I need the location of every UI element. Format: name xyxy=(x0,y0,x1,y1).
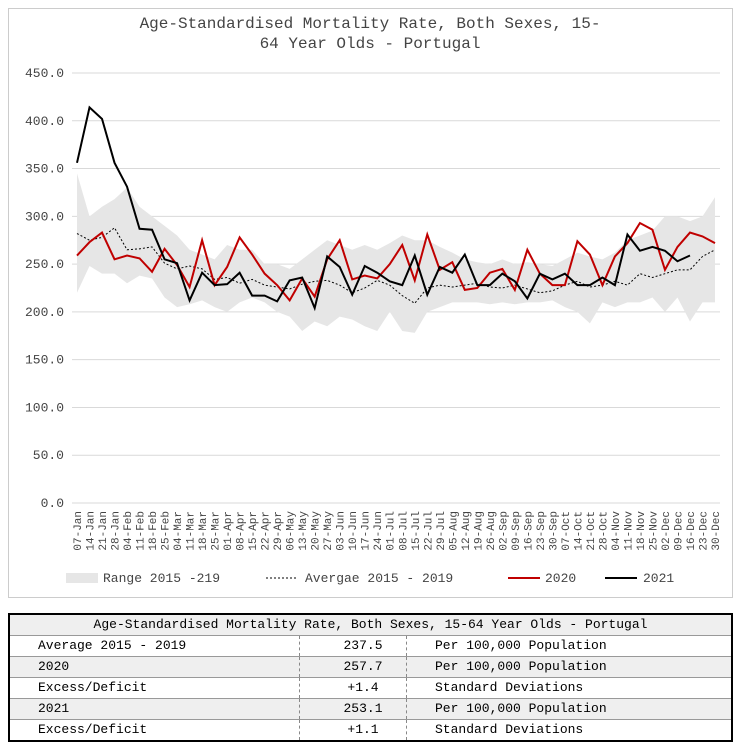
chart: Age-Standardised Mortality Rate, Both Se… xyxy=(8,8,733,598)
x-tick-label: 07-Oct xyxy=(561,511,573,551)
x-tick-label: 25-Feb xyxy=(161,511,173,551)
table-cell: 237.5 xyxy=(300,636,407,656)
y-tick-label: 100.0 xyxy=(25,400,64,415)
x-tick-label: 07-Jan xyxy=(73,511,85,551)
x-tick-label: 28-Oct xyxy=(598,511,610,551)
legend-label: 2020 xyxy=(545,571,576,586)
x-tick-label: 08-Apr xyxy=(236,511,248,551)
x-tick-label: 09-Dec xyxy=(673,511,685,551)
chart-title: 64 Year Olds - Portugal xyxy=(260,35,481,53)
legend-label: 2021 xyxy=(643,571,674,586)
table-cell: Standard Deviations xyxy=(435,722,584,737)
table-cell: 2020 xyxy=(10,657,300,677)
legend-swatch xyxy=(66,573,98,583)
x-tick-label: 03-Jun xyxy=(336,511,348,551)
x-tick-label: 01-Apr xyxy=(223,511,235,551)
x-tick-label: 16-Sep xyxy=(523,511,535,551)
y-tick-label: 250.0 xyxy=(25,257,64,272)
table-row: 2021 253.1 Per 100,000 Population xyxy=(10,698,731,719)
x-tick-label: 23-Dec xyxy=(698,511,710,551)
table-cell: Standard Deviations xyxy=(435,680,584,695)
x-tick-label: 20-May xyxy=(311,511,323,551)
x-tick-label: 29-Apr xyxy=(273,511,285,551)
y-tick-label: 400.0 xyxy=(25,114,64,129)
x-tick-label: 18-Mar xyxy=(198,511,210,551)
y-tick-label: 0.0 xyxy=(41,496,64,511)
x-tick-label: 18-Feb xyxy=(148,511,160,551)
x-tick-label: 21-Oct xyxy=(586,511,598,551)
x-tick-label: 08-Jul xyxy=(398,511,410,551)
x-tick-label: 23-Sep xyxy=(536,511,548,551)
x-tick-label: 30-Sep xyxy=(548,511,560,551)
x-tick-label: 27-May xyxy=(323,511,335,551)
series-line xyxy=(76,227,716,304)
x-tick-label: 17-Jun xyxy=(361,511,373,551)
x-tick-label: 30-Dec xyxy=(711,511,723,551)
x-tick-label: 11-Mar xyxy=(186,511,198,551)
table-cell: 2021 xyxy=(10,699,300,719)
x-tick-label: 01-Jul xyxy=(386,511,398,551)
x-tick-label: 22-Apr xyxy=(261,511,273,551)
table-cell: +1.4 xyxy=(300,678,407,698)
y-tick-label: 50.0 xyxy=(33,448,64,463)
table-cell: Excess/Deficit xyxy=(10,678,300,698)
y-tick-label: 450.0 xyxy=(25,66,64,81)
x-tick-label: 02-Sep xyxy=(498,511,510,551)
table-row: Excess/Deficit +1.1 Standard Deviations xyxy=(10,719,731,740)
x-tick-label: 13-May xyxy=(298,511,310,551)
x-tick-label: 15-Jul xyxy=(411,511,423,551)
x-tick-label: 16-Dec xyxy=(686,511,698,551)
x-tick-label: 04-Nov xyxy=(611,511,623,551)
x-tick-label: 24-Jun xyxy=(373,511,385,551)
x-tick-label: 22-Jul xyxy=(423,511,435,551)
x-tick-label: 18-Nov xyxy=(636,511,648,551)
x-tick-label: 04-Feb xyxy=(123,511,135,551)
x-tick-label: 28-Jan xyxy=(111,511,123,551)
y-tick-label: 350.0 xyxy=(25,162,64,177)
legend-label: Range 2015 -219 xyxy=(103,571,220,586)
table-cell: +1.1 xyxy=(300,720,407,740)
legend-label: Avergae 2015 - 2019 xyxy=(305,571,453,586)
x-tick-label: 06-May xyxy=(286,511,298,551)
y-tick-label: 150.0 xyxy=(25,353,64,368)
x-tick-label: 14-Jan xyxy=(86,511,98,551)
table-cell: Average 2015 - 2019 xyxy=(10,636,300,656)
x-tick-label: 05-Aug xyxy=(448,511,460,551)
x-tick-label: 14-Oct xyxy=(573,511,585,551)
summary-table: Age-Standardised Mortality Rate, Both Se… xyxy=(8,613,733,742)
table-row: 2020 257.7 Per 100,000 Population xyxy=(10,656,731,677)
table-row: Average 2015 - 2019 237.5 Per 100,000 Popu… xyxy=(10,635,731,656)
x-tick-label: 25-Mar xyxy=(211,511,223,551)
x-tick-label: 10-Jun xyxy=(348,511,360,551)
x-tick-label: 29-Jul xyxy=(436,511,448,551)
table-cell: Per 100,000 Population xyxy=(435,659,607,674)
series-line xyxy=(76,105,691,312)
table-title: Age-Standardised Mortality Rate, Both Se… xyxy=(10,615,731,635)
x-tick-label: 11-Feb xyxy=(136,511,148,551)
table-row: Excess/Deficit +1.4 Standard Deviations xyxy=(10,677,731,698)
table-cell: Excess/Deficit xyxy=(10,720,300,740)
table-cell: Per 100,000 Population xyxy=(435,701,607,716)
x-tick-label: 21-Jan xyxy=(98,511,110,551)
table-cell: 253.1 xyxy=(300,699,407,719)
x-tick-label: 15-Apr xyxy=(248,511,260,551)
y-tick-label: 200.0 xyxy=(25,305,64,320)
x-tick-label: 26-Aug xyxy=(486,511,498,551)
series-line xyxy=(76,221,716,303)
x-tick-label: 19-Aug xyxy=(473,511,485,551)
x-tick-label: 11-Nov xyxy=(623,511,635,551)
x-tick-label: 12-Aug xyxy=(461,511,473,551)
x-tick-label: 25-Nov xyxy=(648,511,660,551)
chart-title: Age-Standardised Mortality Rate, Both Se… xyxy=(140,15,601,33)
x-tick-label: 02-Dec xyxy=(661,511,673,551)
table-cell: 257.7 xyxy=(300,657,407,677)
x-tick-label: 04-Mar xyxy=(173,511,185,551)
x-tick-label: 09-Sep xyxy=(511,511,523,551)
table-cell: Per 100,000 Population xyxy=(435,638,607,653)
y-tick-label: 300.0 xyxy=(25,209,64,224)
